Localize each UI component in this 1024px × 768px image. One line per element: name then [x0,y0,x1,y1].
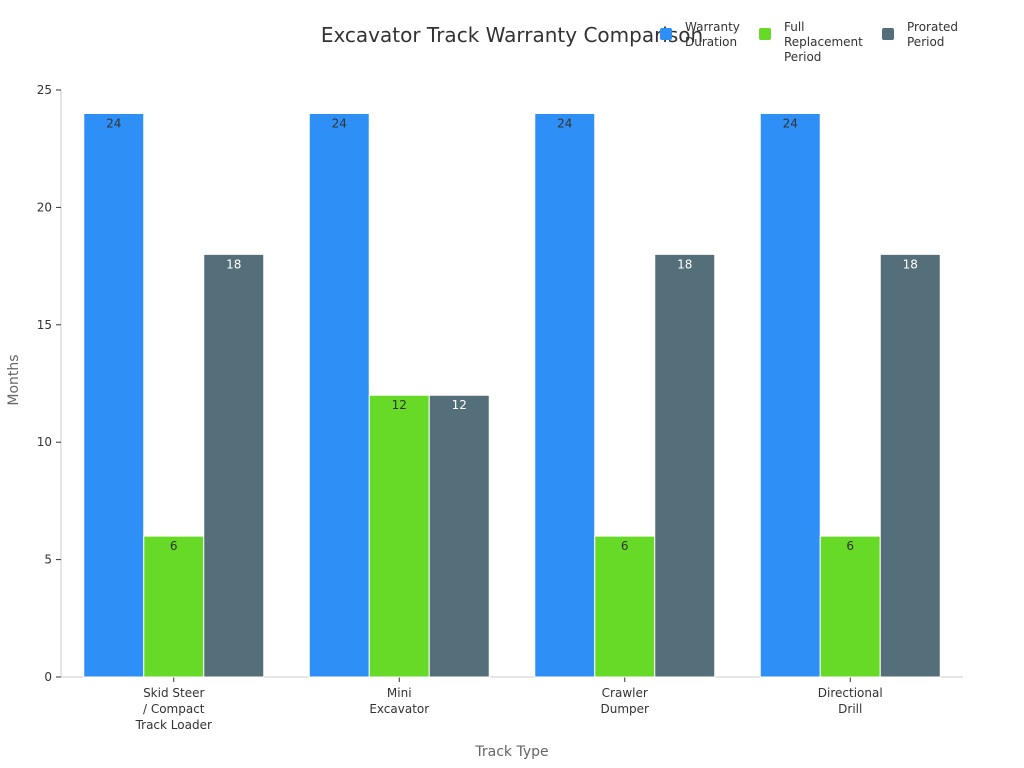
legend-swatch [882,28,894,40]
bar[interactable] [83,112,145,678]
bar[interactable] [819,535,881,678]
bar-value-label: 18 [903,257,918,271]
y-tick-label: 10 [37,435,52,449]
bars [83,112,941,678]
bar-value-label: 6 [170,539,178,553]
x-tick-label: Mini Excavator [369,686,429,716]
bar[interactable] [879,253,941,678]
legend-label: Warranty Duration [685,20,740,49]
bar-value-label: 18 [677,257,692,271]
legend-label: Prorated Period [907,20,958,49]
bar-value-label: 24 [332,116,347,130]
x-tick-label: Directional Drill [818,686,883,716]
bar[interactable] [594,535,656,678]
legend-swatch [660,28,672,40]
bar-value-label: 18 [226,257,241,271]
bar-value-label: 12 [452,398,467,412]
y-tick-label: 25 [37,83,52,97]
bar[interactable] [534,112,596,678]
bar[interactable] [759,112,821,678]
x-axis: Skid Steer / Compact Track Loader Mini Excav… [61,676,963,732]
y-tick-label: 5 [44,553,52,567]
x-axis-title: Track Type [474,744,548,760]
y-tick-label: 0 [44,670,52,684]
bar[interactable] [203,253,265,678]
legend-item[interactable]: Full Replacement Period [759,20,863,64]
legend: Warranty Duration Full Replacement Period Pro… [660,20,958,64]
legend-item[interactable]: Warranty Duration [660,20,740,49]
y-axis: 0 5 10 15 20 25 [37,83,62,684]
bar[interactable] [308,112,370,678]
legend-swatch [759,28,771,40]
y-tick-label: 15 [37,318,52,332]
x-tick-label: Crawler Dumper [601,686,650,716]
bar[interactable] [654,253,716,678]
bar-value-label: 6 [621,539,629,553]
bar[interactable] [143,535,205,678]
bar-value-label: 24 [783,116,798,130]
x-tick-label: Skid Steer / Compact Track Loader [135,686,212,732]
bar-value-label: 6 [846,539,854,553]
y-tick-label: 20 [37,200,52,214]
legend-item[interactable]: Prorated Period [882,20,958,49]
legend-label: Full Replacement Period [784,20,863,64]
bar[interactable] [368,394,430,678]
bar-value-label: 24 [557,116,572,130]
bar-value-label: 24 [106,116,121,130]
bar-value-label: 12 [392,398,407,412]
bar[interactable] [428,394,490,678]
bar-labels: 24 6 18 24 12 12 24 6 18 24 6 18 [106,116,918,553]
chart-title: Excavator Track Warranty Comparison [321,23,703,47]
y-axis-title: Months [6,354,22,405]
